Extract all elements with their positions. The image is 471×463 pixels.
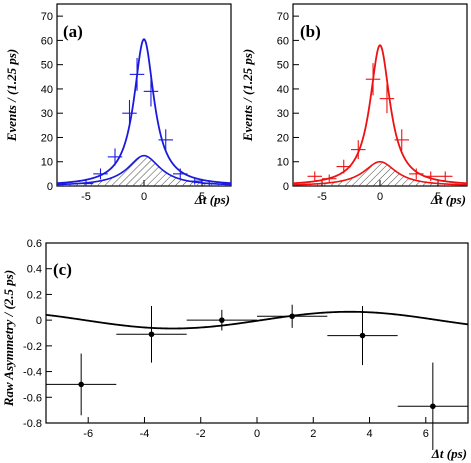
panel-b-x-tick-label: -5: [317, 191, 327, 203]
panel-c-label: (c): [53, 260, 72, 279]
panel-c-y-tick-label: 0.2: [27, 289, 42, 301]
panel-a-y-tick-label: 20: [41, 132, 53, 144]
panel-b-y-tick-label: 10: [277, 157, 289, 169]
panel-c-y-tick-label: -0.4: [23, 367, 42, 379]
panel-b-x-title: Δt (ps): [430, 192, 466, 207]
panel-a-x-tick-label: 0: [141, 191, 147, 203]
panel-c-frame: [45, 242, 469, 424]
panel-a-y-tick-label: 10: [41, 157, 53, 169]
panel-b-y-tick-label: 20: [277, 132, 289, 144]
panel-c-y-tick-label: -0.6: [23, 392, 42, 404]
panel-c-fit-curve: [45, 310, 469, 330]
panel-c-x-tick-label: 6: [423, 428, 429, 440]
panel-b-x-tick-label: 5: [435, 191, 441, 203]
panel-c-y-title: Raw Asymmetry / (2.5 ps): [1, 270, 16, 407]
panel-a-x-title: Δt (ps): [194, 192, 230, 207]
panel-c-y-tick-label: 0: [36, 315, 42, 327]
panel-c: (c) Raw Asymmetry / (2.5 ps) Δt (ps) -6-…: [1, 238, 469, 461]
panel-c-data-point: [148, 331, 155, 338]
panel-c-y-tick-label: 0.6: [27, 238, 42, 250]
panel-c-data-point: [359, 332, 366, 339]
panel-c-data-point: [219, 317, 225, 323]
panel-c-x-tick-label: -6: [83, 428, 93, 440]
panel-c-y-tick-label: 0.4: [27, 264, 42, 276]
panel-b-background-curve: [292, 160, 468, 186]
panel-a-y-tick-label: 60: [41, 35, 53, 47]
panel-a-total-curve: [56, 38, 232, 185]
panel-b-x-tick-label: 0: [377, 191, 383, 203]
panel-b-label: (b): [300, 22, 321, 41]
panel-a-y-tick-label: 0: [47, 181, 53, 193]
panel-b-total-curve: [292, 44, 468, 185]
panel-b: (b) Events / (1.25 ps) Δt (ps) -5 0 501020…: [240, 3, 468, 207]
panel-c-data-point: [289, 313, 295, 320]
panel-c-data-point: [78, 381, 84, 388]
panel-a-y-tick-label: 50: [41, 60, 53, 72]
panel-b-y-tick-label: 40: [277, 84, 289, 96]
panel-b-background-fill: [293, 161, 467, 186]
panel-c-x-tick-label: -4: [140, 428, 150, 440]
panel-c-y-tick-label: -0.8: [23, 418, 42, 430]
panel-b-y-tick-label: 60: [277, 35, 289, 47]
panel-c-x-title: Δt (ps): [431, 446, 467, 461]
panel-a-y-tick-label: 70: [41, 11, 53, 23]
panel-c-plot: -6 -4 -2 0 2 4 6 -0.8 -0.6 -0.4 -0.2 0 0.2 0.4 0.6: [23, 238, 469, 450]
panel-b-y-tick-label: 0: [283, 181, 289, 193]
panel-b-y-tick-label: 50: [277, 60, 289, 72]
panel-b-y-tick-label: 70: [277, 11, 289, 23]
panel-c-data-point: [430, 403, 436, 410]
panel-a-background-fill: [57, 155, 231, 186]
panel-a-y-tick-label: 30: [41, 108, 53, 120]
panel-a-x-tick-label: -5: [81, 191, 91, 203]
panel-a-y-title: Events / (1.25 ps): [4, 49, 19, 142]
panel-b-y-tick-label: 30: [277, 108, 289, 120]
panel-c-x-tick-label: 2: [310, 428, 316, 440]
panel-a-y-tick-label: 40: [41, 84, 53, 96]
panel-c-y-tick-label: -0.2: [23, 341, 42, 353]
panel-b-y-title: Events / (1.25 ps): [240, 49, 255, 142]
panel-c-x-tick-label: 4: [366, 428, 372, 440]
panel-c-x-tick-label: -2: [196, 428, 206, 440]
panel-c-x-tick-label: 0: [254, 428, 260, 440]
panel-a-x-tick-label: 5: [199, 191, 205, 203]
panel-a: (a) Events / (1.25 ps) Δt (ps) -5 0 501020…: [4, 3, 232, 207]
panel-a-label: (a): [63, 22, 83, 41]
